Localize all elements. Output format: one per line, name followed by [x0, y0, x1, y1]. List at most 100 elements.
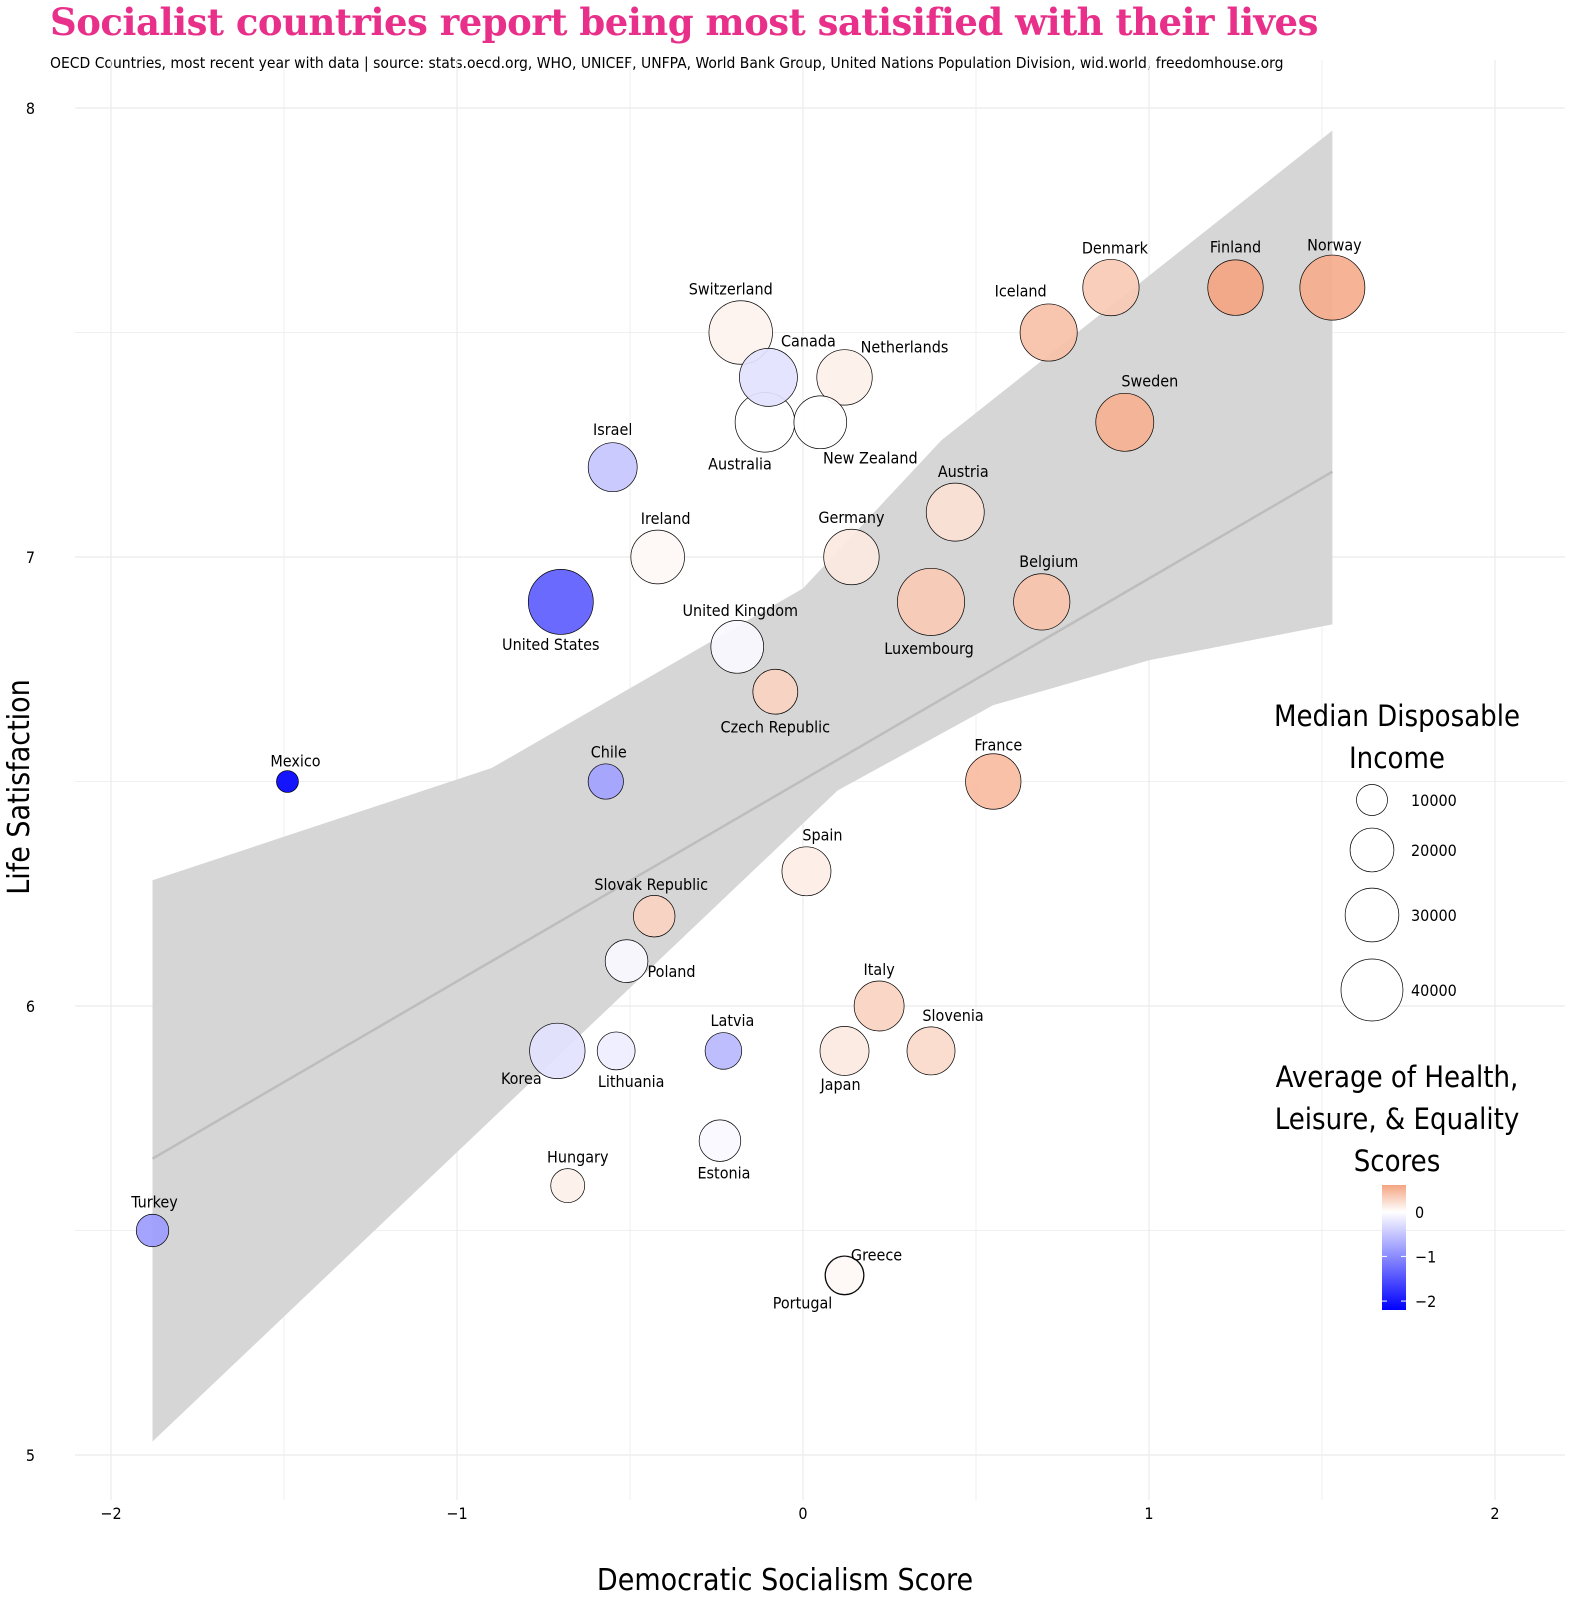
point-latvia[interactable]: [704, 1032, 743, 1070]
x-tick-label: 2: [1490, 1504, 1499, 1523]
point-norway[interactable]: [1299, 254, 1366, 321]
label-france: France: [974, 736, 1022, 755]
label-belgium: Belgium: [1019, 552, 1078, 571]
point-united-kingdom[interactable]: [710, 620, 765, 674]
point-austria[interactable]: [925, 482, 985, 542]
size-legend-label: 20000: [1411, 841, 1457, 860]
label-korea: Korea: [501, 1069, 542, 1088]
label-australia: Australia: [708, 454, 772, 473]
label-israel: Israel: [593, 420, 632, 439]
point-netherlands[interactable]: [816, 349, 873, 406]
point-spain[interactable]: [781, 846, 832, 897]
x-tick-label: −1: [446, 1504, 467, 1523]
point-czech-republic[interactable]: [752, 668, 799, 715]
point-estonia[interactable]: [698, 1119, 742, 1162]
size-legend-label: 30000: [1411, 906, 1457, 925]
size-legend-title: Median Disposable: [1274, 699, 1520, 733]
label-greece: Greece: [851, 1245, 902, 1264]
y-tick-label: 8: [26, 99, 35, 118]
point-luxembourg[interactable]: [897, 567, 965, 636]
size-legend-title: Income: [1349, 741, 1445, 775]
label-poland: Poland: [648, 962, 696, 981]
label-united-states: United States: [502, 635, 599, 654]
label-estonia: Estonia: [697, 1164, 750, 1183]
point-ireland[interactable]: [630, 529, 685, 585]
label-switzerland: Switzerland: [689, 280, 773, 299]
point-slovak-republic[interactable]: [633, 895, 676, 938]
color-legend-title: Scores: [1354, 1144, 1441, 1178]
color-legend: Average of Health, Leisure, & Equality Sco…: [1275, 1060, 1520, 1311]
confidence-band: [152, 130, 1333, 1442]
x-axis-title: Democratic Socialism Score: [597, 1563, 973, 1598]
label-luxembourg: Luxembourg: [884, 639, 974, 658]
label-portugal: Portugal: [773, 1293, 833, 1312]
point-israel[interactable]: [587, 442, 638, 493]
x-tick-label: 1: [1144, 1504, 1153, 1523]
confidence-band-area: [152, 130, 1333, 1442]
label-slovak-republic: Slovak Republic: [594, 875, 708, 894]
point-greece[interactable]: [825, 1256, 864, 1295]
color-legend-title: Average of Health,: [1276, 1060, 1519, 1094]
point-canada[interactable]: [739, 348, 798, 407]
chart-title: Socialist countries report being most sa…: [50, 0, 1318, 44]
trend-line-group: [151, 470, 1334, 1160]
label-chile: Chile: [591, 743, 627, 762]
x-tick-label: −2: [100, 1504, 121, 1523]
point-sweden[interactable]: [1095, 392, 1155, 452]
point-poland[interactable]: [604, 939, 649, 983]
point-switzerland[interactable]: [708, 300, 773, 365]
colorbar-label: −1: [1415, 1247, 1436, 1266]
point-mexico[interactable]: [276, 770, 299, 793]
label-latvia: Latvia: [711, 1011, 755, 1030]
size-legend-circle: [1356, 784, 1388, 816]
label-mexico: Mexico: [270, 752, 320, 771]
label-spain: Spain: [802, 825, 842, 844]
y-axis-title: Life Satisfaction: [2, 679, 37, 895]
size-legend-circle: [1340, 958, 1404, 1022]
label-norway: Norway: [1307, 236, 1362, 255]
label-sweden: Sweden: [1121, 371, 1178, 390]
point-iceland[interactable]: [1019, 303, 1078, 362]
point-turkey[interactable]: [135, 1213, 170, 1248]
y-tick-label: 7: [26, 548, 35, 567]
point-finland[interactable]: [1207, 259, 1264, 316]
point-lithuania[interactable]: [596, 1031, 636, 1071]
size-legend-circle: [1349, 827, 1395, 873]
point-slovenia[interactable]: [906, 1026, 956, 1076]
axes: −2 −1 0 1 2 5 6 7 8 Democratic Socialism Score Lif…: [2, 99, 1500, 1598]
point-france[interactable]: [965, 753, 1022, 810]
label-lithuania: Lithuania: [598, 1072, 665, 1091]
label-turkey: Turkey: [130, 1193, 178, 1212]
y-tick-label: 6: [26, 997, 35, 1016]
point-united-states[interactable]: [527, 569, 594, 635]
chart-subtitle: OECD Countries, most recent year with da…: [50, 54, 1284, 72]
y-tick-label: 5: [26, 1446, 35, 1465]
color-legend-title: Leisure, & Equality: [1275, 1102, 1520, 1136]
label-germany: Germany: [818, 508, 885, 527]
point-korea[interactable]: [529, 1022, 586, 1079]
point-new-zealand[interactable]: [793, 395, 848, 450]
label-slovenia: Slovenia: [922, 1006, 983, 1025]
point-italy[interactable]: [853, 980, 905, 1032]
label-japan: Japan: [819, 1075, 860, 1094]
data-points: [135, 254, 1366, 1296]
label-netherlands: Netherlands: [861, 337, 949, 356]
point-germany[interactable]: [823, 528, 880, 586]
size-legend-circle: [1344, 887, 1400, 943]
size-legend-label: 10000: [1411, 791, 1457, 810]
point-denmark[interactable]: [1082, 259, 1140, 317]
label-czech-republic: Czech Republic: [721, 718, 831, 737]
label-ireland: Ireland: [641, 509, 691, 528]
label-denmark: Denmark: [1082, 239, 1149, 258]
point-chile[interactable]: [587, 763, 624, 800]
point-japan[interactable]: [819, 1026, 870, 1076]
label-hungary: Hungary: [547, 1148, 609, 1167]
x-tick-label: 0: [798, 1504, 807, 1523]
point-hungary[interactable]: [550, 1168, 586, 1203]
colorbar: [1382, 1185, 1406, 1310]
size-legend-label: 40000: [1411, 981, 1457, 1000]
point-belgium[interactable]: [1013, 573, 1071, 631]
label-austria: Austria: [938, 462, 989, 481]
trend-line: [151, 470, 1334, 1160]
